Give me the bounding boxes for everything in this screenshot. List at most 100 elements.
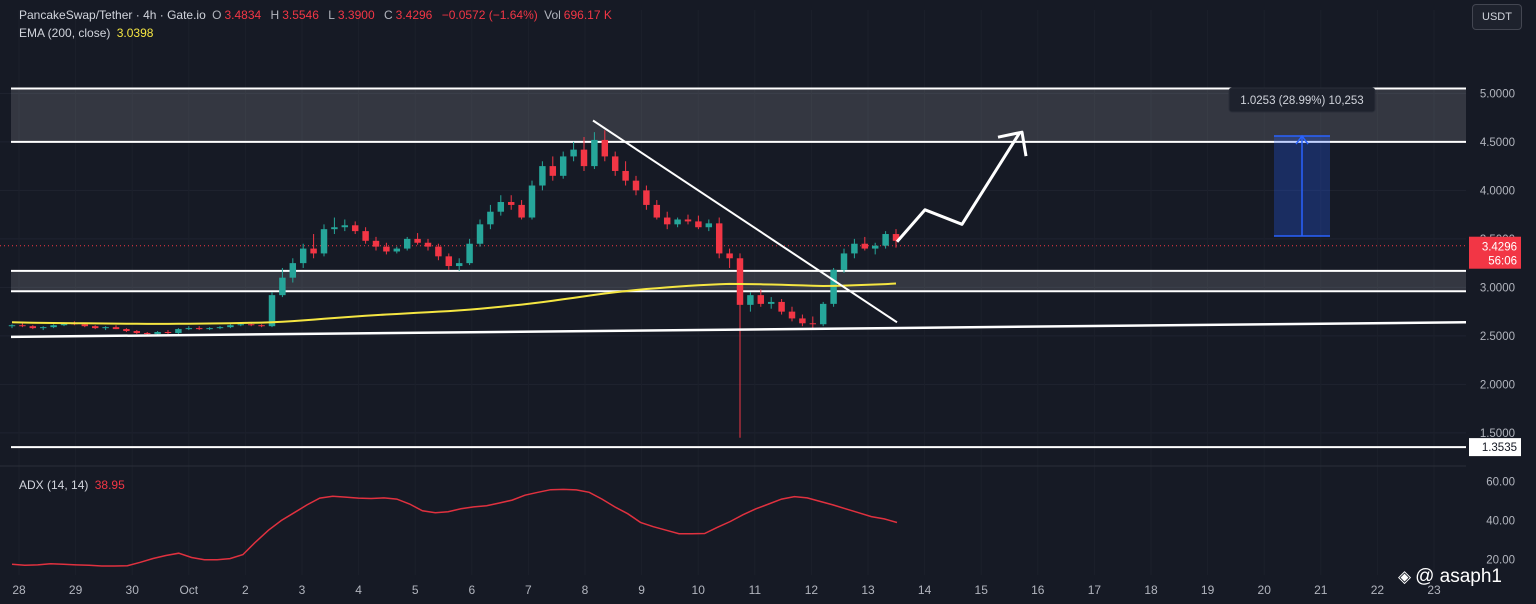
candle-body[interactable] — [227, 325, 234, 328]
candle-body[interactable] — [123, 329, 130, 332]
candle-body[interactable] — [455, 263, 463, 267]
candle-body[interactable] — [549, 166, 557, 176]
candle-body[interactable] — [840, 253, 848, 270]
candle-body[interactable] — [466, 243, 473, 264]
candle-body[interactable] — [726, 253, 733, 259]
candle-body[interactable] — [60, 323, 68, 326]
candle-body[interactable] — [487, 211, 494, 225]
candle-body[interactable] — [216, 327, 224, 329]
candle-body[interactable] — [268, 295, 276, 327]
candle-body[interactable] — [809, 323, 817, 325]
candle-body[interactable] — [289, 263, 297, 278]
candle-body[interactable] — [237, 324, 245, 326]
candle-body[interactable] — [175, 329, 182, 333]
candle-body[interactable] — [133, 331, 141, 333]
candle-body[interactable] — [50, 325, 57, 328]
candle-body[interactable] — [570, 149, 577, 157]
candles[interactable] — [8, 130, 900, 438]
candle-body[interactable] — [81, 324, 89, 327]
projection-arrow[interactable] — [895, 131, 1022, 243]
candle-body[interactable] — [29, 326, 37, 329]
candle-body[interactable] — [185, 328, 193, 330]
x-tick-label: 9 — [638, 583, 645, 597]
watermark-text: @ asaph1 — [1415, 566, 1502, 587]
candle-body[interactable] — [424, 242, 432, 247]
candle-body[interactable] — [643, 190, 650, 205]
candle-body[interactable] — [164, 332, 172, 334]
candle-body[interactable] — [684, 219, 692, 222]
candle-body[interactable] — [206, 328, 213, 330]
candle-body[interactable] — [736, 258, 744, 305]
candle-body[interactable] — [601, 139, 609, 157]
candle-body[interactable] — [331, 227, 338, 230]
candle-body[interactable] — [715, 223, 723, 254]
candle-body[interactable] — [591, 139, 598, 167]
candle-body[interactable] — [528, 185, 536, 218]
candle-body[interactable] — [383, 246, 390, 252]
adx-pane — [11, 488, 898, 567]
x-tick-label: 13 — [861, 583, 875, 597]
candle-body[interactable] — [674, 219, 681, 225]
candle-body[interactable] — [507, 202, 515, 205]
candle-body[interactable] — [892, 234, 900, 241]
candle-body[interactable] — [299, 248, 307, 264]
candle-body[interactable] — [871, 245, 879, 249]
candle-body[interactable] — [611, 156, 619, 171]
candle-body[interactable] — [476, 224, 484, 244]
candle-body[interactable] — [112, 327, 120, 330]
candle-body[interactable] — [695, 221, 702, 228]
candle-body[interactable] — [861, 243, 869, 249]
candle-body[interactable] — [518, 204, 525, 218]
candle-body[interactable] — [414, 238, 421, 243]
candle-body[interactable] — [705, 223, 713, 228]
candle-body[interactable] — [778, 301, 785, 312]
candle-body[interactable] — [653, 204, 661, 218]
candle-body[interactable] — [143, 332, 151, 334]
candle-body[interactable] — [445, 256, 453, 267]
candle-body[interactable] — [747, 295, 754, 305]
candle-body[interactable] — [435, 246, 442, 257]
candle-body[interactable] — [757, 295, 765, 304]
candle-body[interactable] — [819, 303, 827, 325]
descending-trendline[interactable] — [592, 119, 898, 324]
candle-body[interactable] — [279, 277, 286, 296]
support-trendline[interactable] — [10, 321, 1467, 339]
candle-body[interactable] — [19, 325, 26, 327]
high-value: 3.5546 — [282, 8, 319, 22]
y-axis: 5.00004.50004.00003.50003.00002.50002.00… — [1469, 88, 1521, 566]
candle-body[interactable] — [559, 156, 567, 176]
candle-body[interactable] — [788, 311, 796, 319]
candle-body[interactable] — [102, 327, 109, 329]
current-price-tag — [1469, 236, 1521, 269]
candle-body[interactable] — [341, 225, 349, 228]
drawings[interactable]: 1.0253 (28.99%) 10,253 — [10, 87, 1467, 339]
candle-body[interactable] — [539, 166, 546, 186]
candle-body[interactable] — [882, 234, 889, 246]
candle-body[interactable] — [8, 325, 16, 327]
candle-body[interactable] — [403, 238, 411, 249]
open-label: O — [212, 8, 222, 22]
candle-body[interactable] — [351, 225, 359, 232]
candle-body[interactable] — [580, 149, 588, 167]
candle-body[interactable] — [154, 332, 161, 334]
candle-body[interactable] — [195, 328, 203, 330]
candle-body[interactable] — [851, 243, 858, 254]
candle-body[interactable] — [39, 327, 47, 329]
candle-body[interactable] — [362, 231, 369, 241]
candle-body[interactable] — [767, 301, 775, 304]
candle-body[interactable] — [799, 318, 806, 324]
candle-body[interactable] — [663, 217, 671, 225]
candle-body[interactable] — [310, 248, 317, 254]
candle-body[interactable] — [632, 180, 640, 191]
currency-button[interactable]: USDT — [1472, 4, 1522, 30]
candle-body[interactable] — [622, 170, 629, 181]
candle-body[interactable] — [372, 240, 380, 247]
candle-body[interactable] — [320, 229, 328, 254]
candle-body[interactable] — [497, 202, 505, 212]
candle-body[interactable] — [91, 326, 99, 329]
adx-tick-label: 60.00 — [1486, 477, 1515, 489]
candle-body[interactable] — [247, 324, 255, 326]
candle-body[interactable] — [258, 325, 265, 327]
candle-body[interactable] — [393, 248, 401, 252]
